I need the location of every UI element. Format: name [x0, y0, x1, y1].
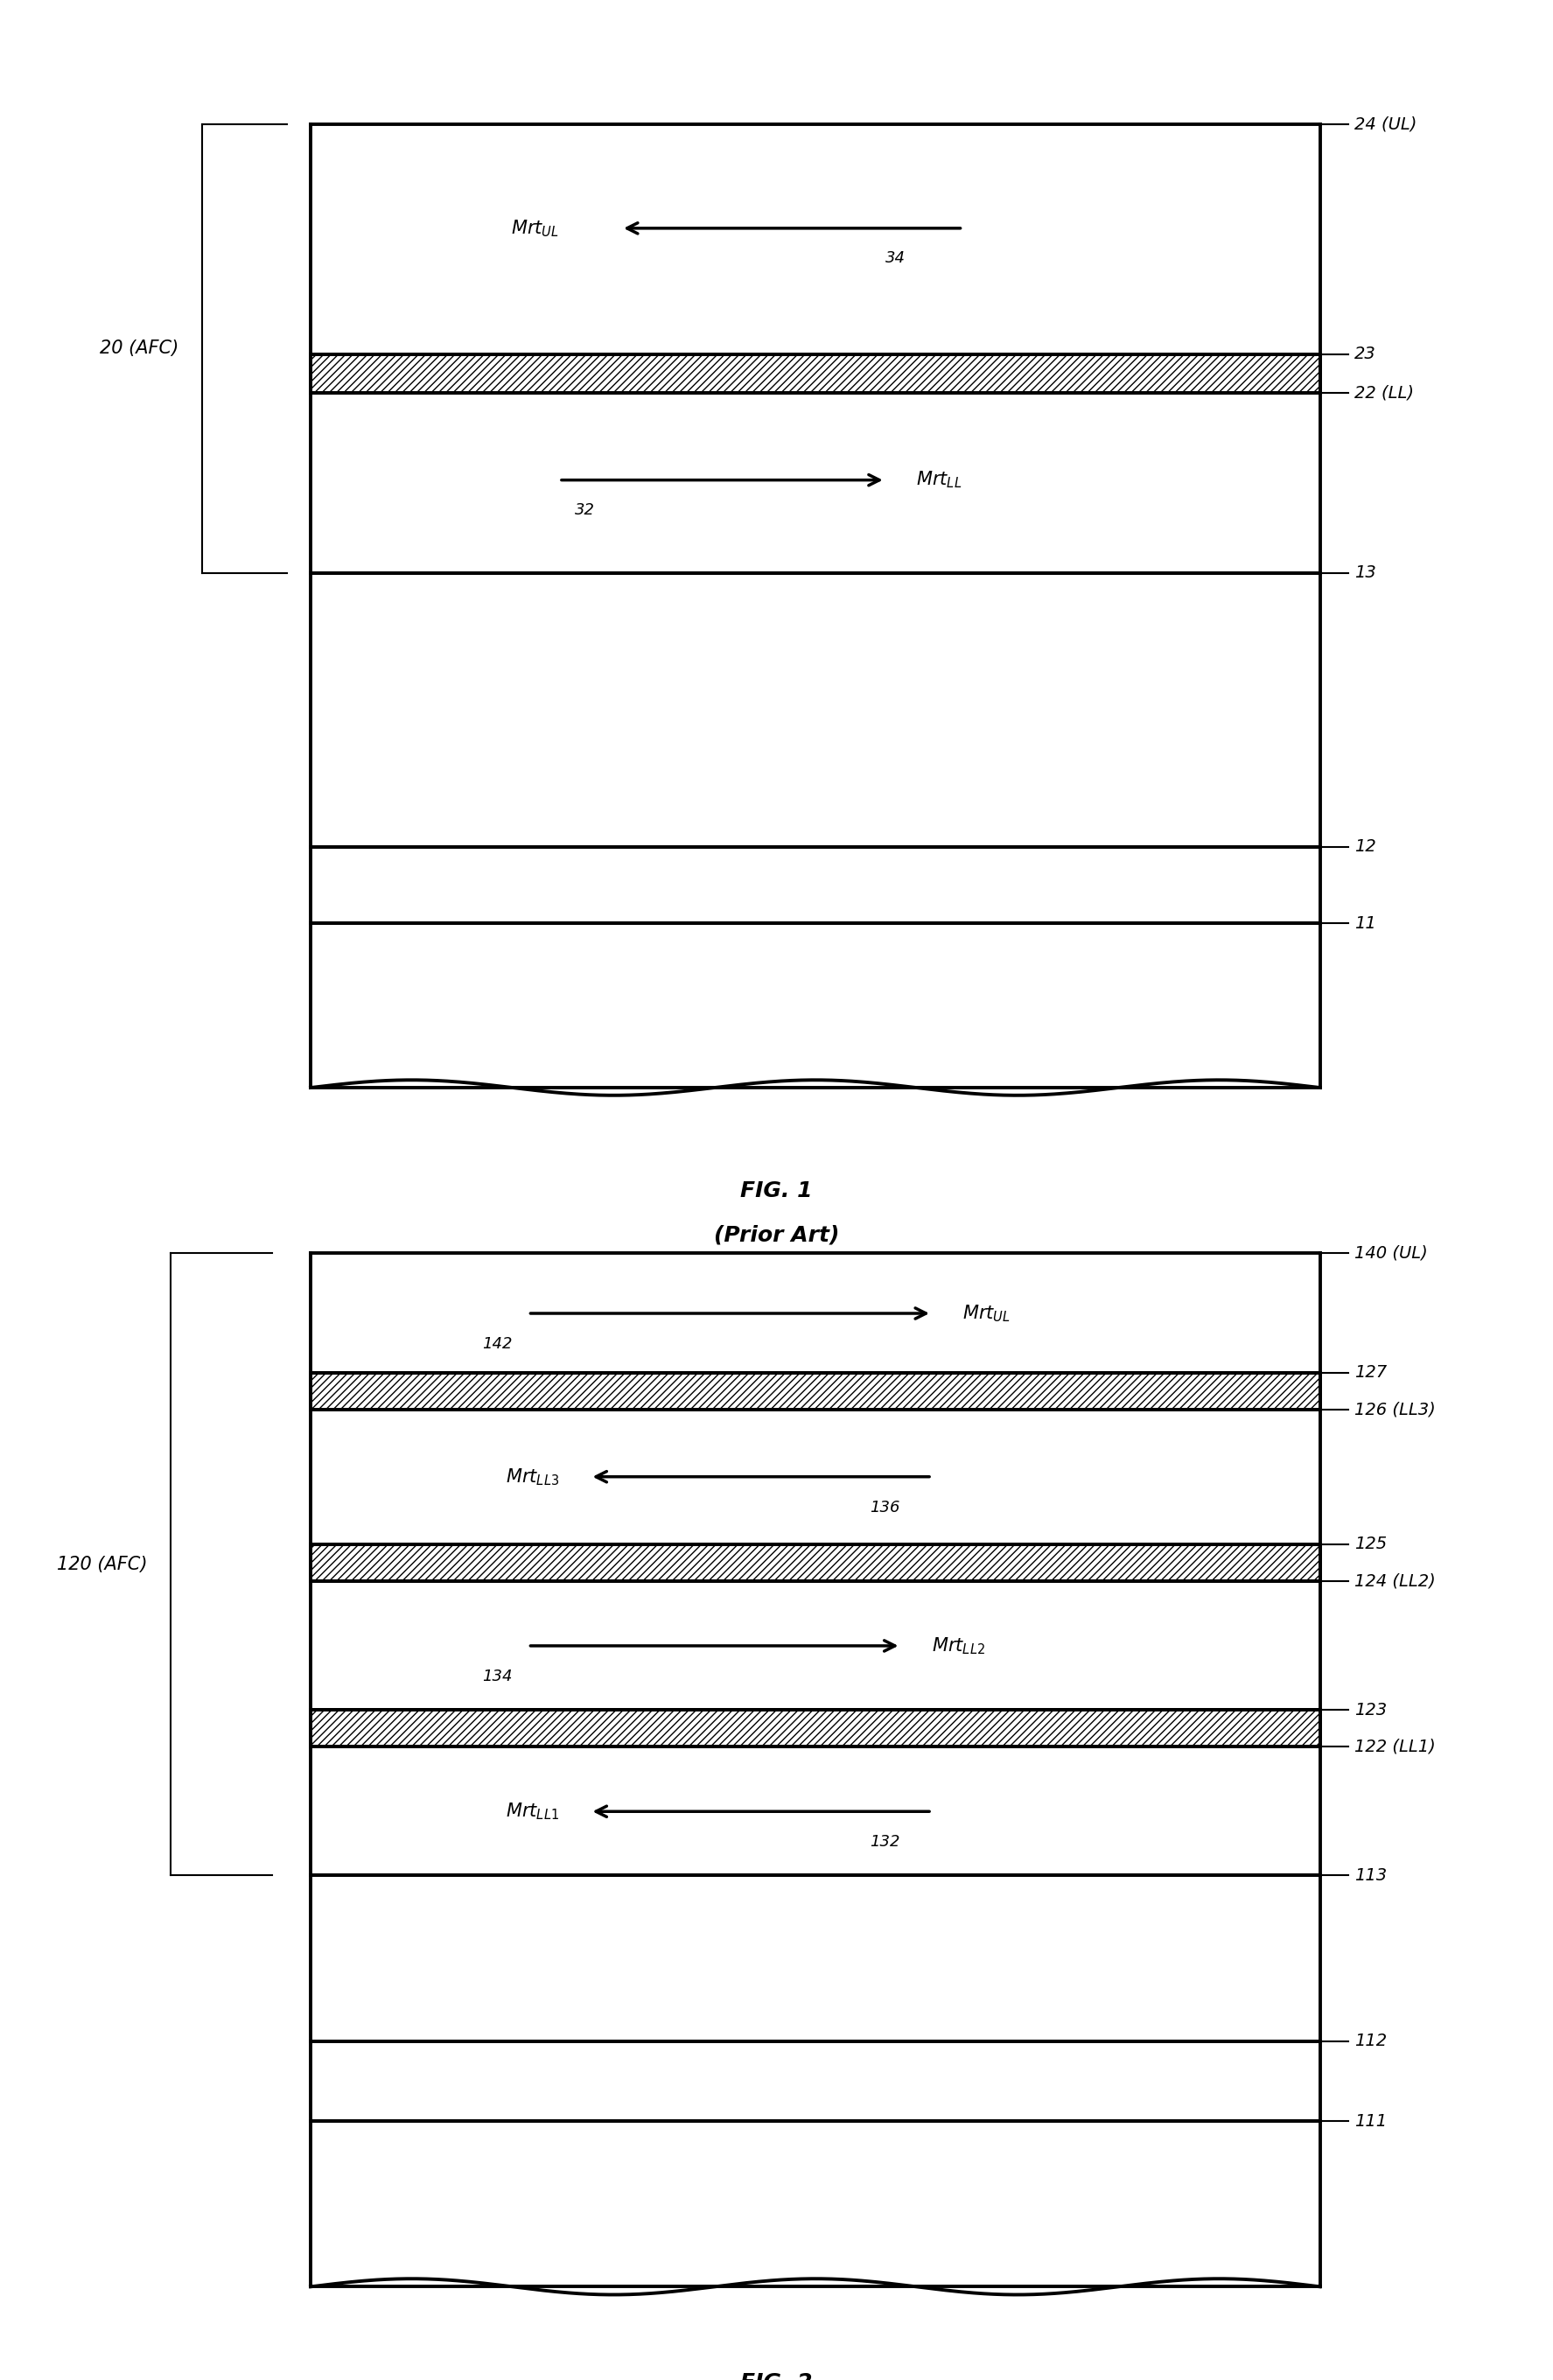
FancyBboxPatch shape	[311, 355, 1320, 393]
Text: Mrt$_{LL1}$: Mrt$_{LL1}$	[506, 1802, 559, 1821]
Text: 24 (UL): 24 (UL)	[1354, 117, 1416, 133]
Text: 126 (LL3): 126 (LL3)	[1354, 1402, 1435, 1418]
Text: Mrt$_{LL3}$: Mrt$_{LL3}$	[505, 1466, 559, 1488]
Text: 13: 13	[1354, 564, 1376, 581]
Text: (Prior Art): (Prior Art)	[714, 1223, 839, 1245]
FancyBboxPatch shape	[311, 1709, 1320, 1747]
Text: 20 (AFC): 20 (AFC)	[99, 340, 179, 357]
Text: 123: 123	[1354, 1702, 1387, 1718]
Text: FIG. 1: FIG. 1	[741, 1180, 812, 1202]
Text: 134: 134	[483, 1668, 512, 1685]
Text: 22 (LL): 22 (LL)	[1354, 383, 1413, 400]
Text: 12: 12	[1354, 838, 1376, 854]
Text: FIG. 2: FIG. 2	[741, 2373, 812, 2380]
Text: 132: 132	[870, 1835, 899, 1849]
Text: Mrt$_{LL}$: Mrt$_{LL}$	[916, 469, 963, 490]
FancyBboxPatch shape	[311, 1373, 1320, 1409]
Text: 34: 34	[885, 250, 905, 267]
FancyBboxPatch shape	[311, 1545, 1320, 1580]
Text: 11: 11	[1354, 916, 1376, 931]
Text: 113: 113	[1354, 1868, 1387, 1883]
Text: 127: 127	[1354, 1364, 1387, 1380]
Text: Mrt$_{UL}$: Mrt$_{UL}$	[511, 219, 559, 238]
Text: 23: 23	[1354, 345, 1376, 362]
Text: 32: 32	[575, 502, 595, 519]
Text: Mrt$_{LL2}$: Mrt$_{LL2}$	[932, 1635, 985, 1656]
Text: Mrt$_{UL}$: Mrt$_{UL}$	[963, 1304, 1011, 1323]
Text: 140 (UL): 140 (UL)	[1354, 1245, 1427, 1261]
Text: 136: 136	[870, 1499, 899, 1516]
Text: 111: 111	[1354, 2113, 1387, 2130]
Text: 124 (LL2): 124 (LL2)	[1354, 1573, 1435, 1590]
Text: 122 (LL1): 122 (LL1)	[1354, 1737, 1435, 1754]
Text: 142: 142	[483, 1335, 512, 1352]
Text: 125: 125	[1354, 1535, 1387, 1552]
Text: 112: 112	[1354, 2033, 1387, 2049]
Text: 120 (AFC): 120 (AFC)	[57, 1557, 148, 1573]
